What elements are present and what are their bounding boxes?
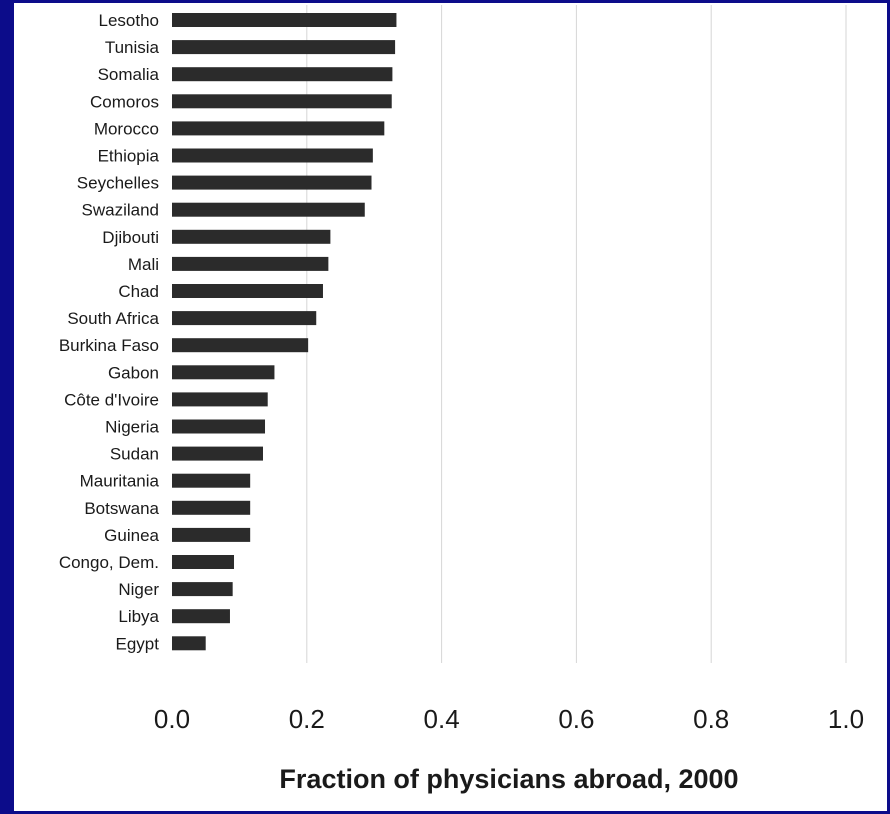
category-label: South Africa [67, 309, 159, 328]
bar [172, 229, 331, 244]
category-label: Côte d'Ivoire [64, 390, 159, 409]
category-label: Libya [118, 607, 159, 626]
category-label: Swaziland [82, 201, 160, 220]
bar [172, 284, 323, 298]
x-tick-label: 0.4 [424, 704, 460, 734]
bar [172, 636, 206, 651]
x-tick-label: 0.8 [693, 704, 729, 734]
bar [172, 365, 275, 380]
category-label: Comoros [90, 92, 159, 111]
bar [172, 392, 268, 407]
bar [172, 121, 385, 136]
category-label: Egypt [116, 634, 160, 653]
category-label: Morocco [94, 119, 159, 138]
bars [172, 13, 397, 651]
bar [172, 446, 263, 461]
category-label: Djibouti [102, 228, 159, 247]
bar [172, 148, 373, 163]
bar [172, 473, 251, 488]
bar [172, 582, 233, 597]
chart-panel: Lesotho Tunisia Somalia Comoros Morocco Ethio… [14, 3, 887, 811]
x-axis-title: Fraction of physicians abroad, 2000 [279, 764, 738, 794]
bar [172, 256, 329, 271]
category-label: Nigeria [105, 418, 159, 437]
category-label: Congo, Dem. [59, 553, 159, 572]
bar [172, 202, 365, 217]
x-tick-labels: 0.0 0.2 0.4 0.6 0.8 1.0 [154, 704, 864, 734]
bar [172, 609, 230, 624]
x-tick-label: 0.2 [289, 704, 325, 734]
bar [172, 175, 372, 190]
category-label: Chad [118, 282, 159, 301]
bar [172, 94, 392, 109]
category-label: Niger [118, 580, 159, 599]
category-label: Mali [128, 255, 159, 274]
category-label: Mauritania [80, 472, 160, 491]
x-tick-label: 0.6 [558, 704, 594, 734]
bar [172, 527, 251, 542]
category-label: Somalia [98, 65, 160, 84]
bar [172, 40, 396, 55]
category-label: Sudan [110, 445, 159, 464]
bar [172, 555, 235, 569]
bar [172, 67, 393, 82]
bar [172, 338, 309, 353]
category-label: Ethiopia [98, 147, 160, 166]
bar [172, 311, 317, 326]
bar [172, 419, 266, 434]
x-tick-label: 0.0 [154, 704, 190, 734]
bar [172, 13, 397, 27]
bar-chart: Lesotho Tunisia Somalia Comoros Morocco Ethio… [59, 5, 864, 794]
category-labels: Lesotho Tunisia Somalia Comoros Morocco Ethio… [59, 11, 160, 653]
bar [172, 500, 251, 515]
category-label: Lesotho [99, 11, 160, 30]
gridlines [306, 5, 847, 663]
category-label: Gabon [108, 363, 159, 382]
category-label: Tunisia [105, 38, 160, 57]
category-label: Guinea [104, 526, 159, 545]
category-label: Seychelles [77, 174, 159, 193]
category-label: Botswana [84, 499, 159, 518]
category-label: Burkina Faso [59, 336, 159, 355]
x-tick-label: 1.0 [828, 704, 864, 734]
